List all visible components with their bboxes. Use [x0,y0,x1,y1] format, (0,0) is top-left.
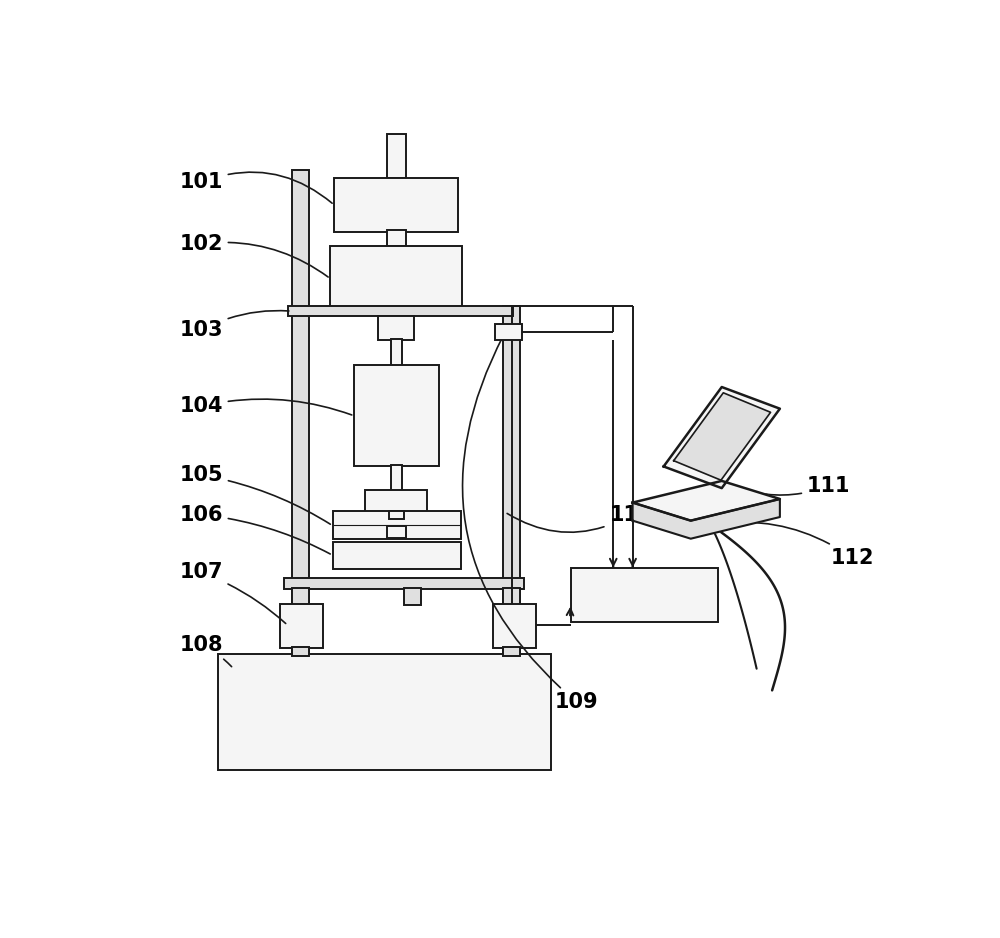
Bar [387,231,406,246]
Polygon shape [674,393,771,480]
Text: 107: 107 [179,563,286,624]
Bar [288,306,512,316]
Bar [333,541,461,569]
Text: 110: 110 [507,505,653,532]
Text: 104: 104 [179,396,352,416]
Text: 101: 101 [179,172,332,204]
Bar [387,134,406,177]
Bar [391,340,402,367]
Bar [292,588,309,605]
Bar [334,177,458,232]
Bar [571,567,718,622]
Text: 102: 102 [179,234,328,277]
Bar [387,526,406,537]
Bar [330,246,462,308]
Bar [503,588,520,605]
Polygon shape [664,387,780,488]
Polygon shape [633,481,780,521]
Bar [404,588,421,605]
Text: 109: 109 [463,335,599,713]
Text: 112: 112 [717,522,874,568]
Text: 106: 106 [179,505,330,554]
Text: 108: 108 [179,635,232,667]
Bar [280,604,323,648]
Polygon shape [633,499,780,538]
Bar [292,171,309,712]
Bar [495,325,522,340]
Bar [391,465,402,491]
Bar [503,306,520,712]
Text: 105: 105 [179,465,330,524]
Bar [378,316,414,340]
Bar [388,510,404,520]
Bar [218,655,551,770]
Bar [284,578,524,589]
Bar [354,366,439,466]
Text: 111: 111 [732,476,850,496]
Bar [333,511,461,538]
Bar [365,491,427,512]
Bar [292,647,309,657]
Bar [493,604,536,648]
Bar [503,647,520,657]
Text: 103: 103 [179,310,289,340]
